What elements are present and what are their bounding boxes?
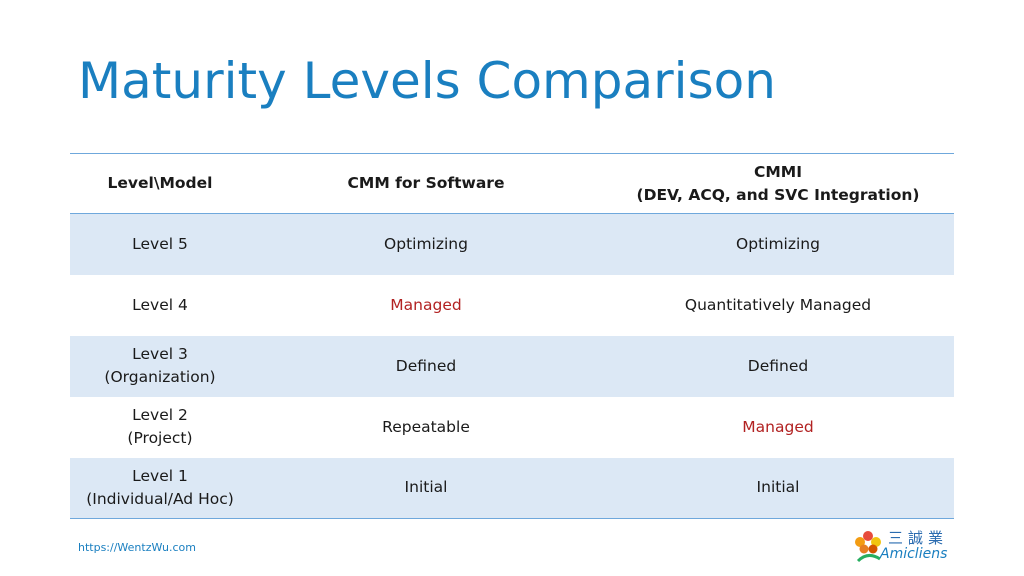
header-row: Level\Model CMM for Software CMMI (DEV, … <box>70 153 954 214</box>
footer-website-link[interactable]: https://WentzWu.com <box>78 541 196 554</box>
table-row-level-3: Level 3 (Organization) Defined Defined <box>70 335 954 397</box>
logo-chinese-text: 三誠業 <box>888 529 949 547</box>
level-sublabel: (Organization) <box>104 368 216 386</box>
cmm-cell: Defined <box>395 356 457 375</box>
table-body: Level 5 Optimizing Optimizing Level 4 Ma… <box>70 213 954 519</box>
cmmi-cell-highlighted: Managed <box>742 417 814 436</box>
level-cell: Level 5 <box>70 214 250 275</box>
cmmi-cell: Optimizing <box>736 234 820 253</box>
header-cmmi-subtitle: (DEV, ACQ, and SVC Integration) <box>636 185 920 204</box>
header-cmmi-title: CMMI <box>754 162 802 181</box>
cmmi-cell: Defined <box>747 356 809 375</box>
header-cmmi: CMMI (DEV, ACQ, and SVC Integration) <box>602 154 954 214</box>
flower-logo-icon <box>855 531 881 563</box>
table-row-level-2: Level 2 (Project) Repeatable Managed <box>70 397 954 458</box>
level-label: Level 1 <box>132 466 188 485</box>
level-label: Level 2 <box>132 406 188 424</box>
header-level-model: Level\Model <box>107 174 213 192</box>
cmm-cell: Optimizing <box>384 234 468 253</box>
comparison-table-container: Level\Model CMM for Software CMMI (DEV, … <box>70 153 954 519</box>
logo-english-text: Amicliens <box>880 546 948 562</box>
maturity-comparison-table: Level\Model CMM for Software CMMI (DEV, … <box>70 153 954 519</box>
level-cell: Level 4 <box>70 275 250 336</box>
company-logo: 三誠業 Amicliens <box>852 527 962 567</box>
cmm-cell: Repeatable <box>382 417 470 436</box>
level-label: Level 5 <box>132 234 188 253</box>
table-row-level-5: Level 5 Optimizing Optimizing <box>70 213 954 275</box>
level-cell: Level 1 (Individual/Ad Hoc) <box>70 458 250 519</box>
cmmi-cell: Initial <box>756 478 800 497</box>
level-sublabel: (Project) <box>127 429 193 447</box>
slide-title: Maturity Levels Comparison <box>78 52 776 110</box>
level-cell: Level 2 (Project) <box>70 397 250 458</box>
table-row-level-4: Level 4 Managed Quantitatively Managed <box>70 275 954 336</box>
level-sublabel: (Individual/Ad Hoc) <box>86 489 234 508</box>
level-cell: Level 3 (Organization) <box>70 336 250 397</box>
level-label: Level 3 <box>132 345 188 363</box>
table-row-level-1: Level 1 (Individual/Ad Hoc) Initial Init… <box>70 457 954 519</box>
cmm-cell: Initial <box>404 478 448 497</box>
header-cmm-software: CMM for Software <box>347 174 505 192</box>
cmmi-cell: Quantitatively Managed <box>684 295 872 314</box>
cmm-cell-highlighted: Managed <box>390 295 462 314</box>
level-label: Level 4 <box>132 295 188 314</box>
table-header: Level\Model CMM for Software CMMI (DEV, … <box>70 153 954 214</box>
